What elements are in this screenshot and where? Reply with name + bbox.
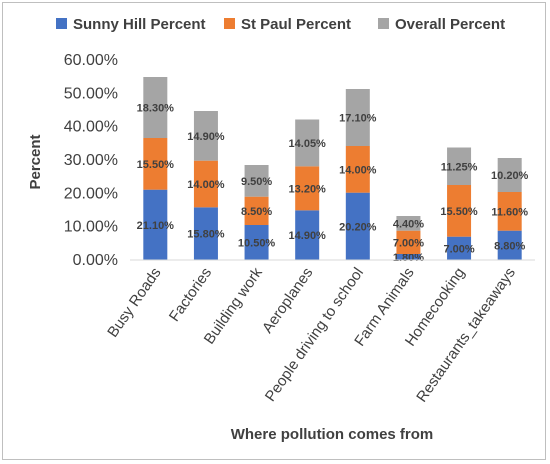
bar-segment — [497, 158, 522, 192]
bar-segment — [143, 189, 168, 260]
bar-segment — [396, 216, 421, 231]
bar-segment — [345, 146, 370, 193]
data-label: 7.00% — [443, 243, 474, 255]
data-label: 14.90% — [187, 131, 225, 143]
data-label: 20.20% — [339, 221, 377, 233]
data-label: 13.20% — [289, 183, 327, 195]
bar-segment — [295, 119, 320, 167]
data-label: 1.80% — [393, 252, 424, 264]
bars: 21.10% 15.50% 18.30% 15.80% 14.00% 14.90% 10.5… — [137, 77, 529, 264]
legend-swatch — [56, 18, 67, 29]
bar-segment — [396, 230, 421, 254]
data-label: 14.00% — [339, 164, 377, 176]
data-label: 8.50% — [241, 206, 272, 218]
data-label: 21.10% — [137, 220, 175, 232]
bar-segment — [143, 77, 168, 138]
legend-swatch — [224, 18, 235, 29]
data-label: 11.60% — [491, 206, 528, 218]
bar-segment — [193, 111, 218, 161]
data-label: 10.50% — [238, 238, 276, 250]
y-axis-title: Percent — [27, 134, 44, 189]
y-tick-label: 20.00% — [64, 185, 118, 202]
y-axis: 0.00% 10.00% 20.00% 30.00% 40.00% 50.00% 60.00… — [64, 52, 118, 269]
x-tick-label: Aeroplanes — [259, 265, 316, 337]
bar-segment — [447, 185, 472, 237]
x-tick-label: Factories — [166, 265, 215, 325]
y-tick-label: 50.00% — [64, 85, 118, 102]
bar-segment — [295, 210, 320, 260]
bar-segment — [497, 192, 522, 231]
data-label: 15.50% — [440, 206, 478, 218]
x-tick-label: Busy Roads — [104, 265, 164, 341]
bar-segment — [497, 230, 522, 260]
data-label: 14.00% — [187, 179, 225, 191]
bar-segment — [244, 225, 269, 260]
x-tick-label: Restaurants_takeaways — [413, 265, 519, 406]
bar-segment — [193, 207, 218, 260]
data-label: 18.30% — [137, 103, 175, 115]
data-label: 8.80% — [494, 240, 525, 252]
data-label: 10.20% — [491, 170, 529, 182]
data-label: 7.00% — [393, 237, 424, 249]
y-tick-label: 0.00% — [73, 252, 118, 269]
bar-segment — [447, 147, 472, 185]
bar-segment — [244, 165, 269, 197]
data-label: 17.10% — [339, 113, 377, 125]
y-tick-label: 60.00% — [64, 52, 118, 69]
bar-segment — [193, 160, 218, 208]
y-tick-label: 10.00% — [64, 219, 118, 236]
y-tick-label: 40.00% — [64, 119, 118, 136]
bar-segment — [345, 89, 370, 146]
legend-label: St Paul Percent — [241, 16, 351, 33]
bar-segment — [143, 138, 168, 190]
data-label: 9.50% — [241, 176, 272, 188]
data-label: 15.80% — [187, 229, 225, 241]
data-label: 14.90% — [289, 230, 327, 242]
bar-segment — [396, 254, 421, 260]
legend-swatch — [378, 18, 389, 29]
y-tick-label: 30.00% — [64, 152, 118, 169]
data-label: 15.50% — [137, 159, 175, 171]
bar-segment — [295, 166, 320, 211]
legend-label: Sunny Hill Percent — [73, 16, 206, 33]
data-label: 14.05% — [289, 138, 327, 150]
bar-segment — [244, 196, 269, 225]
data-label: 4.40% — [393, 218, 424, 230]
bar-segment — [447, 236, 472, 260]
bar-segment — [345, 192, 370, 260]
legend: Sunny Hill Percent St Paul Percent Overall… — [56, 16, 505, 33]
data-label: 11.25% — [441, 161, 478, 173]
x-axis-title: Where pollution comes from — [231, 426, 434, 443]
x-tick-label: People driving to school — [262, 265, 367, 405]
legend-label: Overall Percent — [395, 16, 505, 33]
